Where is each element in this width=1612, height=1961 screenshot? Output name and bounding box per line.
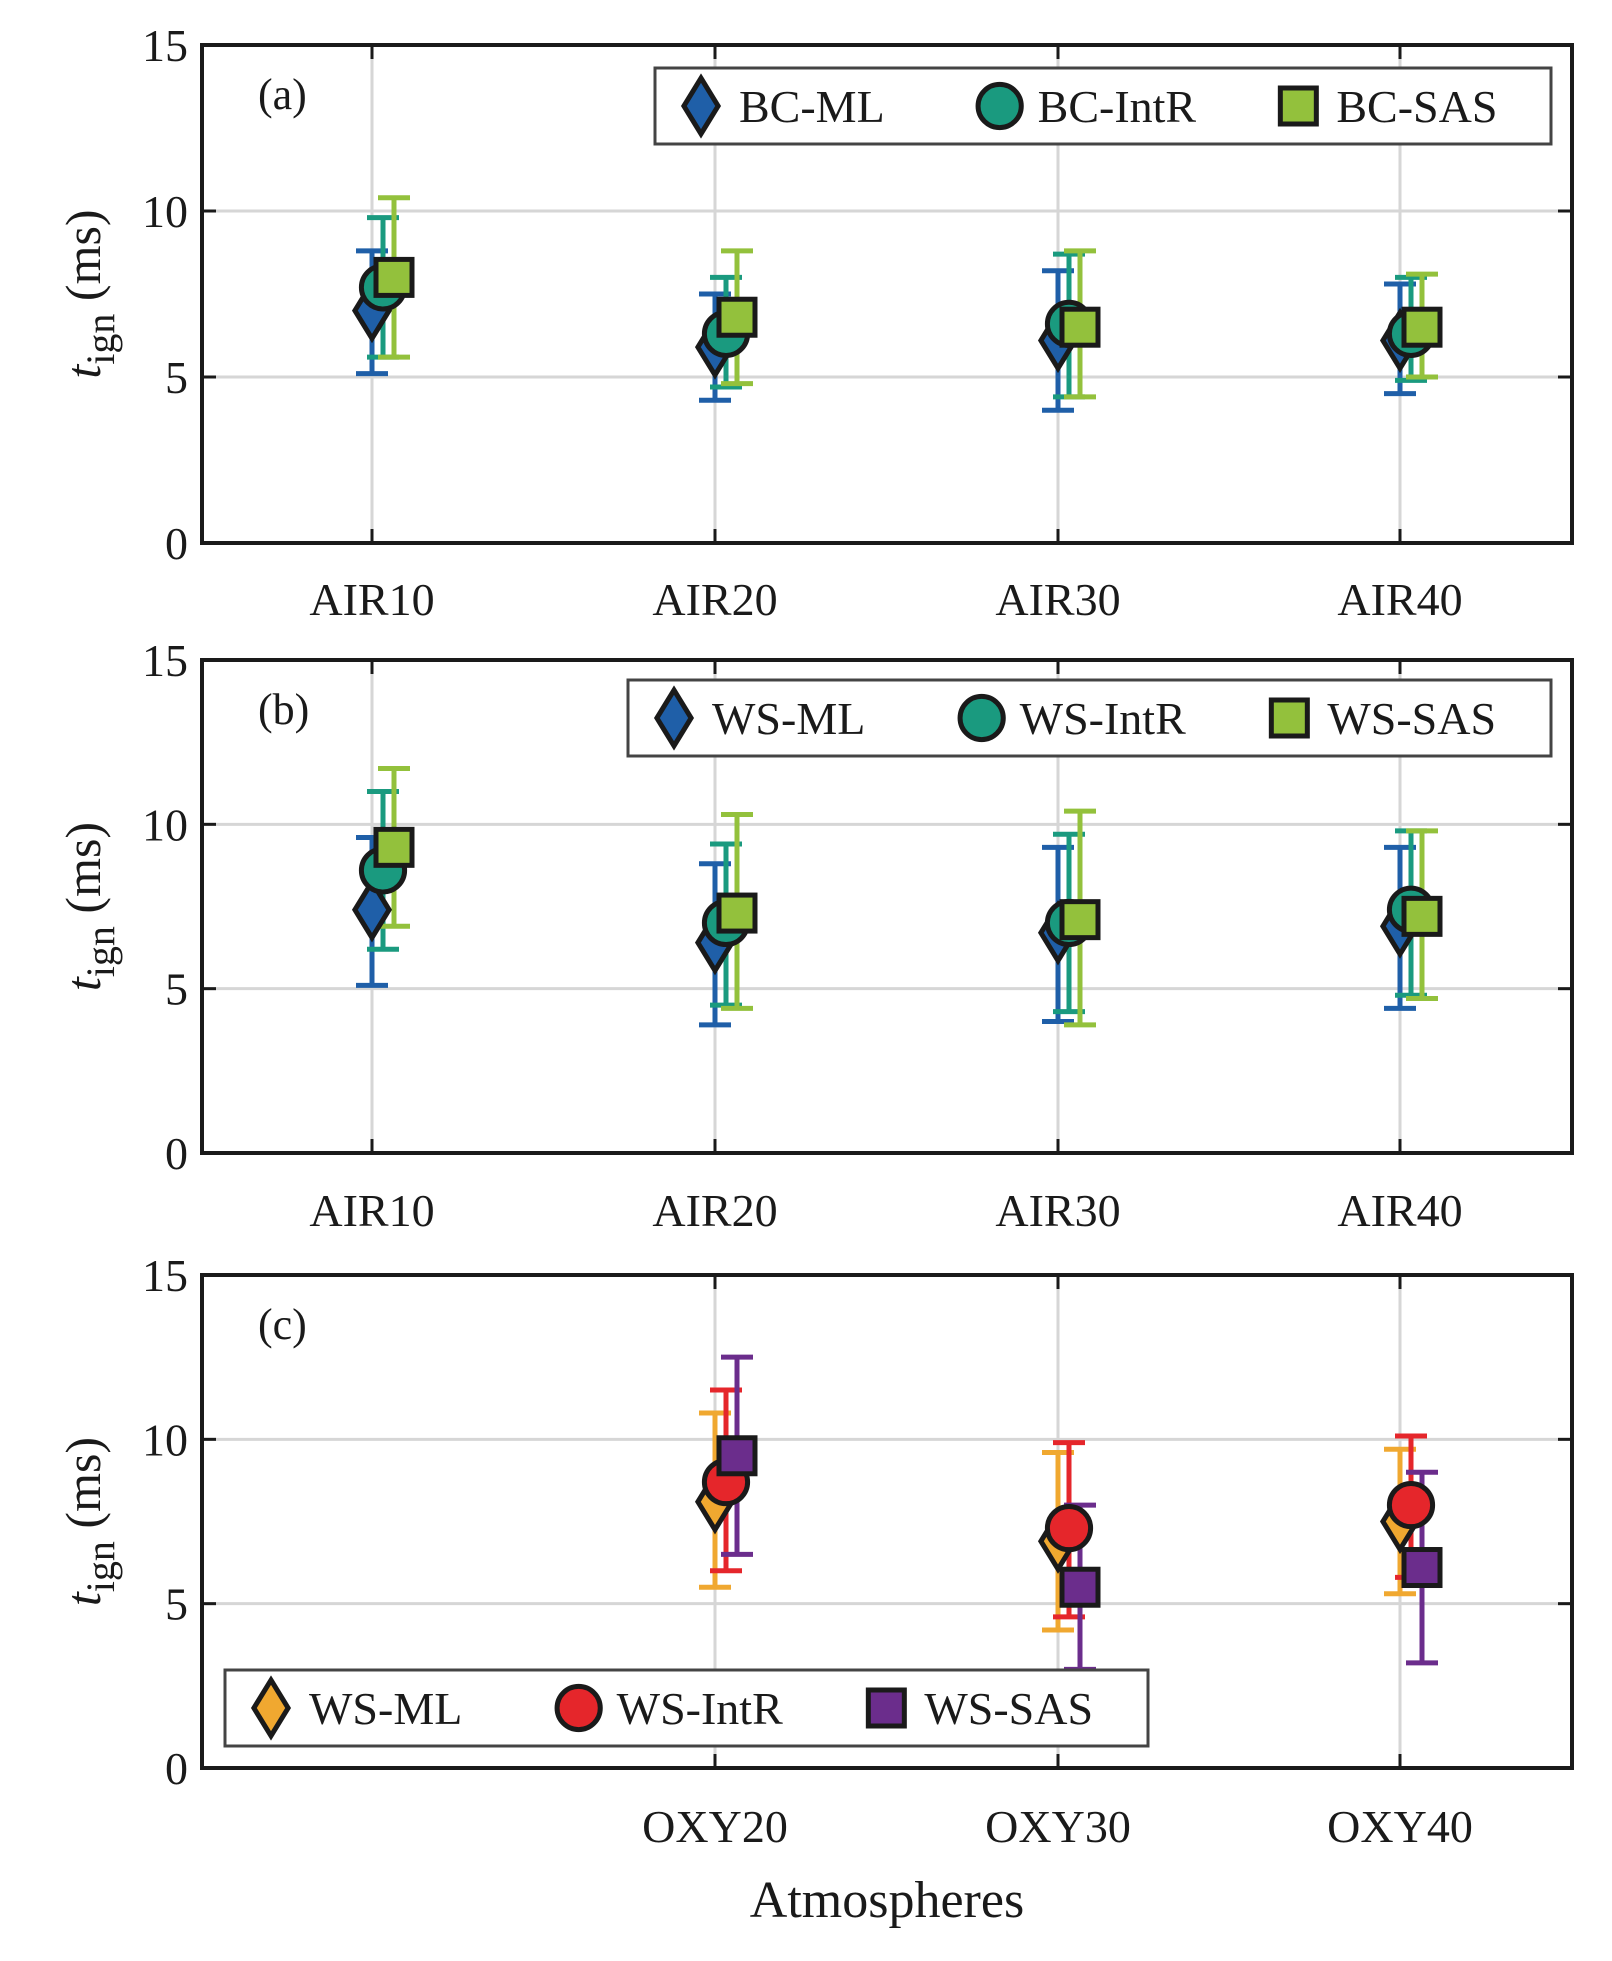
legend-marker-diamond <box>250 1675 292 1741</box>
x-tick-label: AIR30 <box>995 1185 1120 1236</box>
legend-marker-diamond <box>653 685 695 751</box>
legend-box <box>223 1668 1150 1748</box>
markers-WS-SAS <box>373 826 1443 941</box>
legend-label: WS-ML <box>712 693 865 744</box>
legend-marker-diamond <box>680 73 722 139</box>
legend-label: WS-SAS <box>1327 693 1496 744</box>
legend-label: BC-SAS <box>1336 81 1497 132</box>
x-tick-label: AIR20 <box>652 1185 777 1236</box>
legend: BC-ML BC-IntR BC-SAS <box>653 66 1553 146</box>
x-tick-label: AIR30 <box>995 574 1120 625</box>
data-point-circle <box>1044 1503 1094 1553</box>
x-axis-title: Atmospheres <box>750 1872 1024 1929</box>
markers-WS-SAS <box>716 1435 1443 1608</box>
y-axis-title-sub: ign <box>78 314 123 365</box>
y-tick-label: 5 <box>165 964 188 1015</box>
y-axis-title: tign (ms) <box>55 822 123 991</box>
y-tick-label: 10 <box>142 186 188 237</box>
x-tick-label: AIR20 <box>652 574 777 625</box>
y-tick-label: 15 <box>142 635 188 686</box>
panel-label: (b) <box>258 685 309 734</box>
x-tick-label: AIR10 <box>309 574 434 625</box>
legend-marker-circle <box>554 1683 603 1733</box>
legend-marker-circle <box>975 81 1024 131</box>
markers-BC-SAS <box>373 256 1443 348</box>
legend-box <box>626 678 1553 758</box>
data-point-circle <box>1386 1480 1436 1530</box>
panel-label: (c) <box>258 1300 307 1349</box>
legend-label: WS-ML <box>309 1683 462 1734</box>
y-tick-label: 0 <box>165 518 188 569</box>
legend-box <box>653 66 1553 146</box>
data-point-diamond <box>351 877 393 943</box>
data-point-square <box>373 826 415 868</box>
legend: WS-ML WS-IntR WS-SAS <box>626 678 1553 758</box>
data-point-square <box>716 892 758 934</box>
markers-WS-IntR <box>701 1457 1436 1553</box>
data-point-square <box>1401 1547 1443 1589</box>
legend-label: WS-IntR <box>1020 693 1186 744</box>
x-tick-label: AIR10 <box>309 1185 434 1236</box>
y-tick-label: 15 <box>142 1250 188 1301</box>
legend-marker-square <box>1277 85 1319 127</box>
axes-frame <box>200 43 1574 545</box>
legend-marker-square <box>865 1687 907 1729</box>
x-tick-label: AIR40 <box>1337 1185 1462 1236</box>
y-tick-label: 10 <box>142 1414 188 1465</box>
data-point-square <box>716 296 758 338</box>
y-tick-label: 5 <box>165 1579 188 1630</box>
legend-marker-square <box>1268 697 1310 739</box>
y-axis-title: tign (ms) <box>55 1437 123 1606</box>
x-tick-label: OXY40 <box>1327 1801 1473 1852</box>
panel-2: 0 5 10 15 AIR10 AIR20 AIR30 AIR40 tign (ms) (b) WS… <box>55 635 1574 1236</box>
y-axis-title-unit: (ms) <box>55 822 111 926</box>
y-axis-title-sub: ign <box>78 1541 123 1592</box>
x-tick-label: OXY30 <box>985 1801 1131 1852</box>
y-tick-label: 0 <box>165 1128 188 1179</box>
legend: WS-ML WS-IntR WS-SAS <box>223 1668 1150 1748</box>
y-tick-label: 0 <box>165 1743 188 1794</box>
y-axis-title-main: t <box>55 976 111 991</box>
axes-frame <box>200 658 1574 1155</box>
legend-label: BC-ML <box>739 81 885 132</box>
data-point-square <box>1401 895 1443 937</box>
x-tick-label: AIR40 <box>1337 574 1462 625</box>
axes-frame <box>200 1273 1574 1770</box>
data-point-square <box>1401 306 1443 348</box>
y-tick-label: 5 <box>165 352 188 403</box>
legend-label: WS-SAS <box>924 1683 1093 1734</box>
data-point-square <box>1059 899 1101 941</box>
y-tick-label: 15 <box>142 20 188 71</box>
panel-1: 0 5 10 15 AIR10 AIR20 AIR30 AIR40 tign (ms) (a) BC… <box>55 20 1574 625</box>
panel-label: (a) <box>258 70 307 119</box>
data-point-square <box>1059 1566 1101 1608</box>
data-point-square <box>716 1435 758 1477</box>
x-tick-label: OXY20 <box>642 1801 788 1852</box>
data-point-square <box>373 256 415 298</box>
legend-label: BC-IntR <box>1038 81 1197 132</box>
y-axis-title-unit: (ms) <box>55 1437 111 1541</box>
data-point-square <box>1059 306 1101 348</box>
y-axis-title-main: t <box>55 1591 111 1606</box>
legend-marker-circle <box>957 693 1006 743</box>
legend-label: WS-IntR <box>617 1683 783 1734</box>
y-axis-title-unit: (ms) <box>55 209 111 313</box>
y-axis-title-main: t <box>55 364 111 379</box>
y-axis-title-sub: ign <box>78 926 123 977</box>
y-axis-title: tign (ms) <box>55 209 123 378</box>
y-tick-label: 10 <box>142 799 188 850</box>
